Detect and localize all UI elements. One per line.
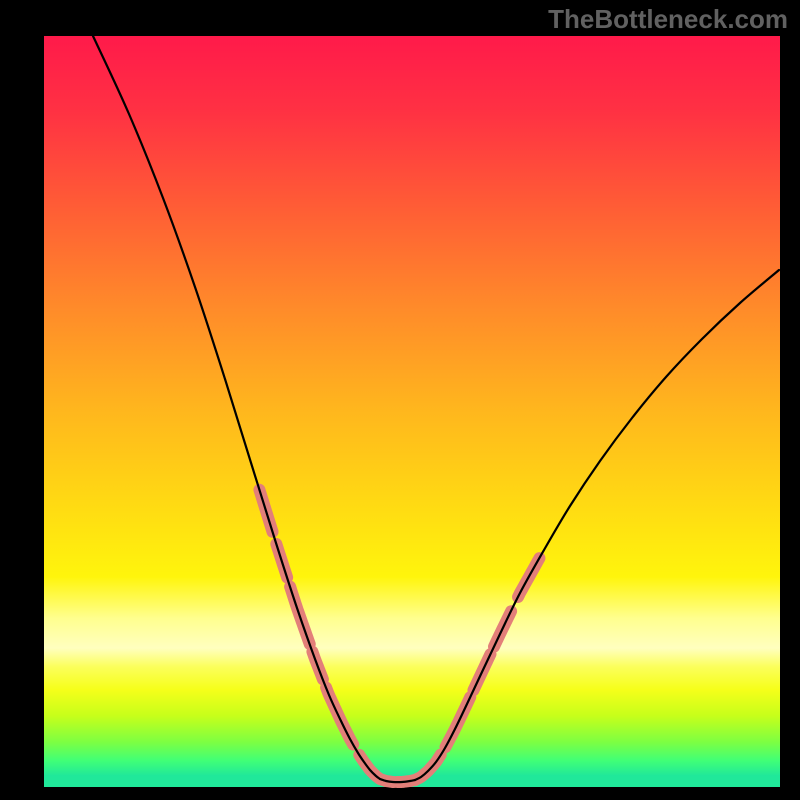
chart-root: TheBottleneck.com xyxy=(0,0,800,800)
gradient-background xyxy=(44,36,780,787)
watermark-text: TheBottleneck.com xyxy=(548,4,788,35)
